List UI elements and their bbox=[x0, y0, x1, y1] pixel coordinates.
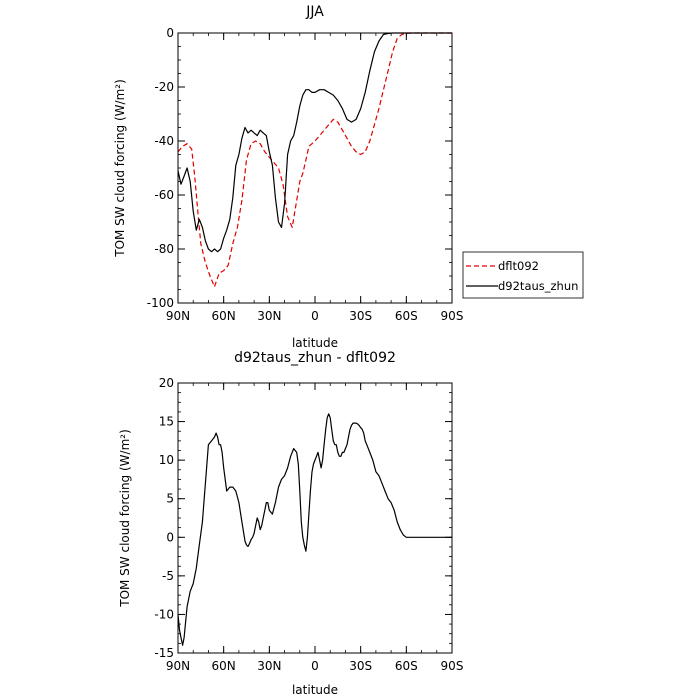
bottom-chart-ticks: 90N 60N 30N 0 30S 60S 90S -15 -10 -5 0 5 10 15 20 bbox=[154, 376, 463, 673]
top-chart-ytick-label: -60 bbox=[154, 188, 174, 202]
bottom-chart-xlabel: latitude bbox=[292, 683, 338, 697]
bottom-chart-xtick-label: 90N bbox=[166, 659, 190, 673]
bottom-chart-xtick-label: 60N bbox=[212, 659, 236, 673]
top-chart-series-line-dflt092 bbox=[177, 32, 452, 288]
bottom-chart-ytick-label: -10 bbox=[154, 607, 174, 621]
bottom-chart-title: d92taus_zhun - dflt092 bbox=[234, 350, 396, 366]
top-chart-ytick-label: -100 bbox=[147, 296, 174, 310]
bottom-chart-ytick-label: 10 bbox=[159, 453, 174, 467]
top-chart-ylabel: TOM SW cloud forcing (W/m²) bbox=[113, 79, 127, 258]
legend-label-d92taus-zhun: d92taus_zhun bbox=[498, 279, 578, 293]
legend-box bbox=[462, 251, 584, 299]
bottom-chart-ytick-label: 15 bbox=[159, 415, 174, 429]
bottom-chart-ytick-label: -15 bbox=[154, 646, 174, 660]
bottom-chart-xtick-label: 30N bbox=[257, 659, 281, 673]
top-chart-panel: JJA latitude TOM SW cloud forcing (W/m²)… bbox=[113, 4, 463, 350]
bottom-chart-ytick-label: 0 bbox=[166, 530, 174, 544]
top-chart-title: JJA bbox=[305, 4, 324, 20]
bottom-chart-lines bbox=[177, 413, 452, 646]
top-chart-ytick-label: -20 bbox=[154, 80, 174, 94]
legend-label-dflt092: dflt092 bbox=[498, 259, 539, 273]
bottom-chart-panel: d92taus_zhun - dflt092 latitude TOM SW c… bbox=[118, 350, 463, 697]
bottom-chart-xtick-label: 90S bbox=[441, 659, 464, 673]
top-chart-xtick-label: 30S bbox=[349, 309, 372, 323]
bottom-chart-ylabel: TOM SW cloud forcing (W/m²) bbox=[118, 429, 132, 608]
top-chart-ytick-label: 0 bbox=[166, 26, 174, 40]
bottom-chart-ytick-label: -5 bbox=[162, 569, 174, 583]
bottom-chart-xtick-label: 0 bbox=[311, 659, 319, 673]
top-chart-xtick-label: 60N bbox=[212, 309, 236, 323]
top-chart-ytick-label: -80 bbox=[154, 242, 174, 256]
top-chart-xtick-label: 30N bbox=[257, 309, 281, 323]
bottom-chart-xtick-label: 60S bbox=[395, 659, 418, 673]
top-chart-ytick-label: -40 bbox=[154, 134, 174, 148]
bottom-chart-xtick-label: 30S bbox=[349, 659, 372, 673]
bottom-chart-ytick-label: 20 bbox=[159, 376, 174, 390]
top-chart-xtick-label: 90S bbox=[441, 309, 464, 323]
bottom-chart-series-line-difference bbox=[177, 413, 452, 646]
top-chart-xtick-label: 90N bbox=[166, 309, 190, 323]
bottom-chart-frame bbox=[177, 382, 453, 654]
top-chart-lines bbox=[177, 32, 452, 288]
top-chart-xlabel: latitude bbox=[292, 336, 338, 350]
top-chart-frame bbox=[177, 32, 453, 304]
top-chart-series-line-d92taus-zhun bbox=[177, 32, 452, 253]
bottom-chart-ytick-label: 5 bbox=[166, 492, 174, 506]
top-chart-xtick-label: 60S bbox=[395, 309, 418, 323]
legend: dflt092 d92taus_zhun bbox=[462, 251, 584, 299]
top-chart-xtick-label: 0 bbox=[311, 309, 319, 323]
